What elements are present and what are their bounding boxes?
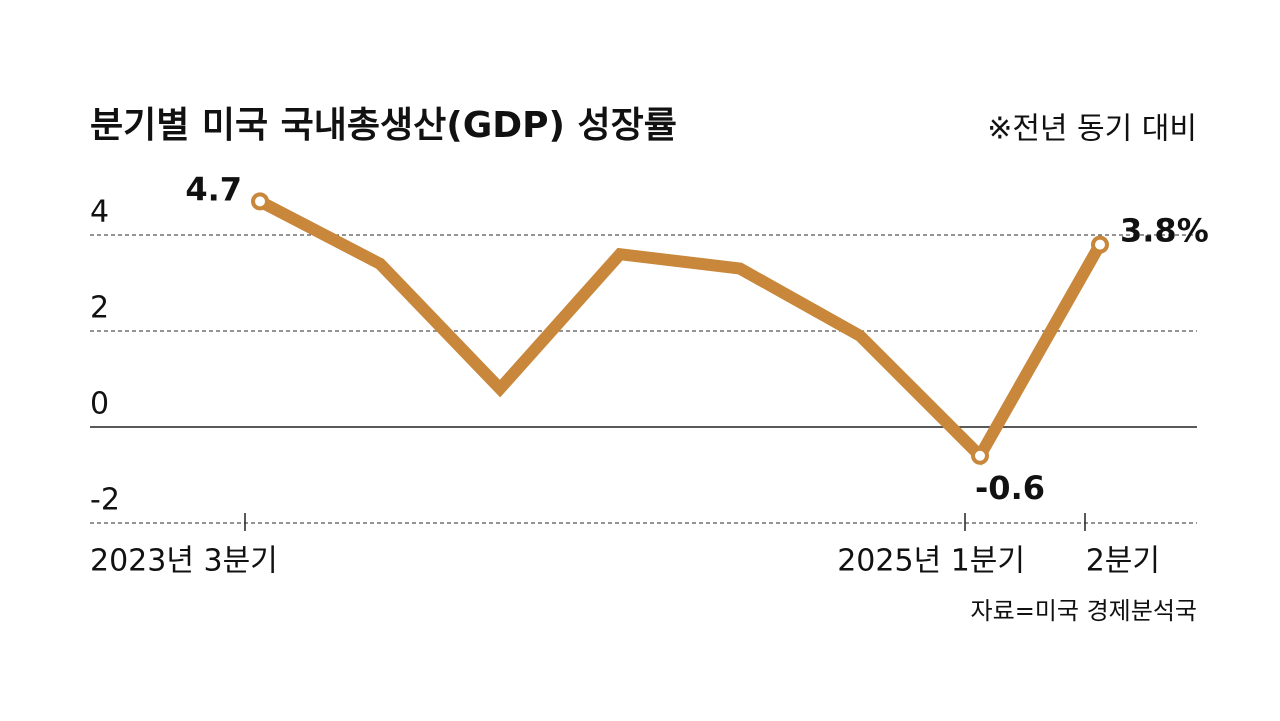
y-tick-label: 0 — [90, 387, 109, 422]
point — [251, 192, 269, 211]
y-tick-label: 2 — [90, 291, 109, 326]
x-tick-label: 2분기 — [1086, 544, 1160, 579]
y-tick-label: -2 — [90, 483, 120, 518]
source: 자료=미국 경제분석국 — [971, 597, 1197, 625]
x-tick-label: 2025년 1분기 — [837, 544, 1025, 579]
point — [1091, 235, 1109, 254]
chart-title: 분기별 미국 국내총생산(GDP) 성장률 — [90, 105, 677, 146]
value-label: 3.8% — [1120, 212, 1209, 250]
point — [971, 446, 989, 465]
chart-subtitle: ※전년 동기 대비 — [987, 112, 1197, 147]
x-tick-label: 2023년 3분기 — [90, 544, 278, 579]
value-label: -0.6 — [975, 469, 1045, 507]
y-tick-label: 4 — [90, 195, 109, 230]
value-label: 4.7 — [185, 170, 242, 208]
line — [257, 196, 1106, 466]
